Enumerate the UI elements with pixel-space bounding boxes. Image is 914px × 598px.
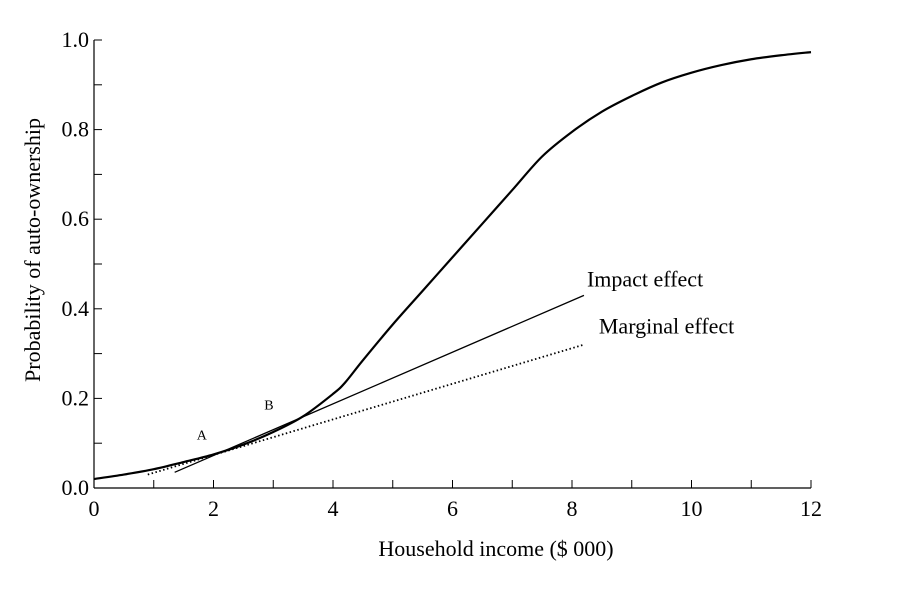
x-tick-label: 4 bbox=[328, 496, 339, 521]
point-label-a: A bbox=[197, 429, 208, 444]
x-tick-label: 2 bbox=[208, 496, 219, 521]
probability-curve bbox=[93, 51, 812, 481]
y-axis-title: Probability of auto-ownership bbox=[20, 118, 45, 382]
impact-effect-line bbox=[174, 294, 585, 473]
point-label-b: B bbox=[264, 399, 273, 414]
impact-effect-label: Impact effect bbox=[587, 266, 703, 291]
x-tick-label: 6 bbox=[447, 496, 458, 521]
y-tick-label: 0.8 bbox=[62, 117, 90, 142]
x-axis-title: Household income ($ 000) bbox=[378, 536, 613, 561]
axes: 0 2 4 6 8 10 12 0.0 0.2 0.4 0.6 0.8 1.0 bbox=[62, 27, 823, 521]
x-tick-label: 0 bbox=[89, 496, 100, 521]
marginal-effect-line bbox=[147, 343, 585, 476]
x-tick-label: 10 bbox=[681, 496, 703, 521]
plot-lines bbox=[93, 51, 812, 481]
y-tick-label: 0.0 bbox=[62, 475, 90, 500]
y-tick-label: 0.4 bbox=[62, 296, 90, 321]
x-tick-label: 12 bbox=[800, 496, 822, 521]
marginal-effect-label: Marginal effect bbox=[599, 313, 734, 338]
y-tick-label: 1.0 bbox=[62, 27, 90, 52]
annotations: Impact effect Marginal effect A B bbox=[197, 266, 735, 443]
x-tick-label: 8 bbox=[567, 496, 578, 521]
y-tick-label: 0.6 bbox=[62, 206, 90, 231]
y-tick-label: 0.2 bbox=[62, 385, 90, 410]
